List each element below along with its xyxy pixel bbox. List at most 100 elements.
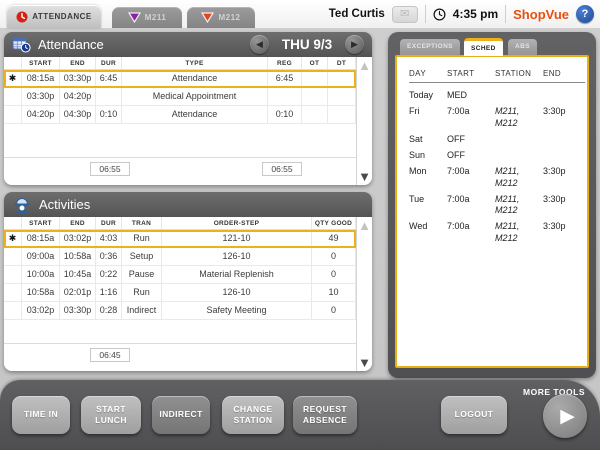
cell-start: 7:00a [447,193,470,204]
cell-end: 10:58a [60,248,96,266]
activities-panel-title: Activities [39,197,91,212]
scroll-down-icon[interactable]: ▼ [358,355,371,370]
tab-abs[interactable]: ABS [508,39,537,55]
header-spacer [4,57,22,70]
cell-start: 10:58a [22,284,60,302]
play-icon: ▶ [560,405,575,427]
cell-start: OFF [447,133,465,144]
activities-column-headers: START END DUR TRAN ORDER-STEP QTY GOOD [4,217,356,230]
col-header-type: TYPE [122,57,268,70]
tab-station-m212[interactable]: M212 [187,7,255,28]
indirect-button[interactable]: INDIRECT [152,396,210,434]
cell-qty-good: 0 [312,266,356,284]
activity-row[interactable]: 03:02p 03:30p 0:28 Indirect Safety Meeti… [4,302,356,320]
cell-start: 03:30p [22,88,60,106]
top-bar: ATTENDANCE M211 M212 Ted Curtis ✉ 4:35 p… [0,0,600,28]
cell-end: 3:30p [543,221,566,232]
request-absence-button[interactable]: REQUEST ABSENCE [293,396,357,434]
activities-table-area: START END DUR TRAN ORDER-STEP QTY GOOD ✱… [4,217,356,371]
cell-order-step: 121-10 [162,230,312,248]
cell-dt [328,88,356,106]
attendance-table-area: START END DUR TYPE REG OT DT ✱ 08:15a 03… [4,57,356,185]
col-header-dur: DUR [96,217,122,230]
cell-tran: Pause [122,266,162,284]
more-tools-button[interactable]: ▶ [543,394,587,438]
cell-dur: 0:22 [96,266,122,284]
star-icon: ✱ [4,70,22,88]
cell-end [543,90,579,101]
triangle-down-red-icon [201,12,215,23]
help-button[interactable]: ? [576,5,594,23]
time-in-button[interactable]: TIME IN [12,396,70,434]
col-header-order-step: ORDER-STEP [162,217,312,230]
cell-dur: 0:36 [96,248,122,266]
divider [424,5,426,23]
logout-button[interactable]: LOGOUT [441,396,507,434]
tab-attendance[interactable]: ATTENDANCE [7,5,101,28]
divider [505,5,507,23]
row-icon-spacer [4,248,22,266]
cell-tran: Run [122,230,162,248]
attendance-scrollbar: ▲ ▼ [356,57,372,185]
change-station-button[interactable]: CHANGE STATION [222,396,284,434]
more-tools-label: MORE TOOLS [523,387,585,397]
cell-ot [302,88,328,106]
cell-dur [96,88,122,106]
cell-end: 10:45a [60,266,96,284]
cell-day: Wed [409,221,428,232]
envelope-icon: ✉ [400,7,410,20]
cell-tran: Run [122,284,162,302]
row-icon-spacer [4,88,22,106]
scroll-down-icon[interactable]: ▼ [358,169,371,184]
attendance-column-headers: START END DUR TYPE REG OT DT [4,57,356,70]
activity-row-selected[interactable]: ✱ 08:15a 03:02p 4:03 Run 121-10 49 [4,230,356,248]
cell-station: M211, M212 [495,193,520,215]
cell-end [543,150,579,161]
cell-dt [328,70,356,88]
col-header-start: START [447,69,475,78]
col-header-reg: REG [268,57,302,70]
worker-icon [14,197,30,214]
attendance-row[interactable]: 03:30p 04:20p Medical Appointment [4,88,356,106]
cell-end: 3:30p [543,166,566,177]
scroll-up-icon[interactable]: ▲ [358,218,371,233]
schedule-content: DAY START STATION END Today MED Fri 7:00… [395,55,589,368]
previous-day-button[interactable]: ◀ [250,35,269,54]
col-header-start: START [22,217,60,230]
messages-button[interactable]: ✉ [391,5,418,23]
shopvue-logo: ShopVue [513,6,569,22]
cell-ot [302,106,328,124]
current-time: 4:35 pm [452,7,499,21]
date-navigator: ◀ THU 9/3 ▶ [250,35,364,54]
activity-row[interactable]: 09:00a 10:58a 0:36 Setup 126-10 0 [4,248,356,266]
triangle-down-purple-icon [127,12,141,23]
schedule-side-panel: EXCEPTIONS SCHED ABS DAY START STATION E… [388,32,596,378]
cell-qty-good: 49 [312,230,356,248]
cell-type: Attendance [122,106,268,124]
activity-row[interactable]: 10:00a 10:45a 0:22 Pause Material Replen… [4,266,356,284]
activity-row[interactable]: 10:58a 02:01p 1:16 Run 126-10 10 [4,284,356,302]
cell-order-step: 126-10 [162,284,312,302]
attendance-row-selected[interactable]: ✱ 08:15a 03:30p 6:45 Attendance 6:45 [4,70,356,88]
cell-order-step: Material Replenish [162,266,312,284]
cell-ot [302,70,328,88]
col-header-station: STATION [495,69,532,78]
cell-type: Attendance [122,70,268,88]
cell-station: M211, M212 [495,106,520,128]
schedule-row: Mon 7:00a M211, M212 3:30p [409,166,581,189]
activities-scrollbar: ▲ ▼ [356,217,372,371]
row-icon-spacer [4,266,22,284]
tab-sched[interactable]: SCHED [464,38,503,56]
attendance-row[interactable]: 04:20p 04:30p 0:10 Attendance 0:10 [4,106,356,124]
cell-dur: 1:16 [96,284,122,302]
col-header-qty-good: QTY GOOD [312,217,356,230]
cell-start: 10:00a [22,266,60,284]
cell-dur: 0:10 [96,106,122,124]
calendar-clock-icon [12,37,31,53]
scroll-up-icon[interactable]: ▲ [358,58,371,73]
tab-exceptions[interactable]: EXCEPTIONS [400,39,460,55]
start-lunch-button[interactable]: START LUNCH [81,396,141,434]
row-icon-spacer [4,302,22,320]
next-day-button[interactable]: ▶ [345,35,364,54]
tab-station-m211[interactable]: M211 [112,7,182,28]
